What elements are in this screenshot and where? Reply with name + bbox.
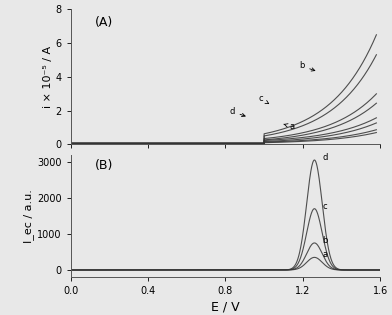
Text: (A): (A) [95, 16, 114, 29]
Y-axis label: i × 10⁻⁵ / A: i × 10⁻⁵ / A [42, 46, 53, 108]
Text: c: c [322, 202, 327, 211]
Y-axis label: I_ec / a.u.: I_ec / a.u. [23, 189, 34, 243]
Text: c: c [258, 94, 269, 104]
Text: b: b [299, 61, 315, 71]
Text: a: a [284, 122, 294, 131]
Text: d: d [229, 107, 245, 117]
Text: (B): (B) [95, 159, 114, 172]
Text: b: b [322, 236, 328, 245]
Text: a: a [322, 250, 327, 259]
Text: d: d [322, 153, 328, 162]
X-axis label: E / V: E / V [211, 301, 240, 313]
